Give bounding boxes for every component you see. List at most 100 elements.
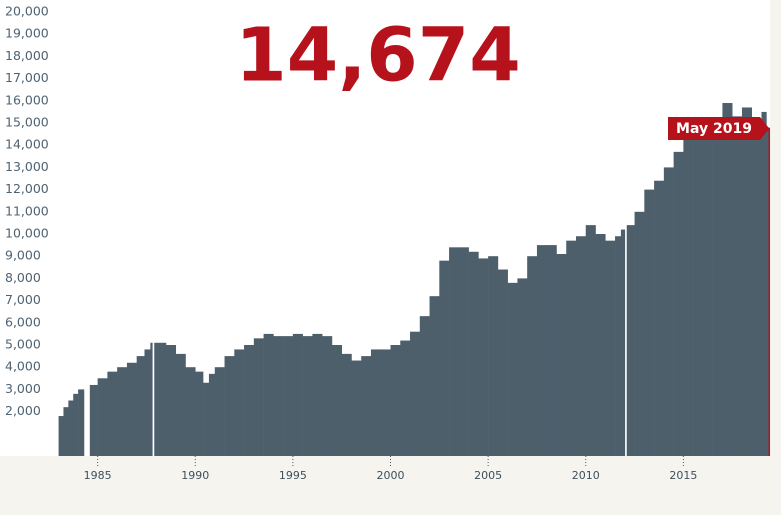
y-tick-label: 14,000 xyxy=(5,137,49,152)
y-tick-label: 4,000 xyxy=(5,359,41,374)
bar xyxy=(370,349,382,456)
bar xyxy=(507,282,518,456)
bar xyxy=(449,247,460,456)
bar xyxy=(89,384,98,456)
bar xyxy=(273,336,284,456)
bar xyxy=(126,362,137,456)
bar xyxy=(585,225,596,456)
bar xyxy=(244,345,255,456)
bar xyxy=(712,120,723,456)
bar xyxy=(626,225,635,456)
bar xyxy=(536,245,547,456)
bar xyxy=(419,316,430,456)
x-tick-label: 2000 xyxy=(377,469,405,482)
bar xyxy=(620,229,626,456)
bar xyxy=(429,296,440,456)
bar xyxy=(654,180,665,456)
bar xyxy=(517,278,528,456)
bar xyxy=(224,356,235,456)
y-tick-label: 19,000 xyxy=(5,26,49,41)
bar xyxy=(766,127,770,456)
bar xyxy=(302,336,313,456)
bar xyxy=(615,236,622,456)
bar xyxy=(566,240,577,456)
y-tick-label: 20,000 xyxy=(5,4,49,19)
tag-shape xyxy=(668,117,770,140)
bar xyxy=(722,103,733,457)
y-tick-label: 12,000 xyxy=(5,181,49,196)
ticks: 2,000 3,000 4,000 5,000 6,000 7,000 8,000 9,000… xyxy=(5,4,697,483)
bar xyxy=(154,342,167,456)
bar xyxy=(761,111,767,457)
current-tag: May 2019 xyxy=(668,117,771,456)
bar xyxy=(605,240,616,456)
y-tick-label: 17,000 xyxy=(5,70,49,85)
bar xyxy=(410,331,421,456)
bars xyxy=(58,103,770,457)
bar xyxy=(312,333,323,456)
bar xyxy=(203,382,210,456)
y-tick-label: 13,000 xyxy=(5,159,49,174)
bar xyxy=(68,400,74,456)
bar xyxy=(390,345,401,456)
bar xyxy=(208,373,216,456)
bar xyxy=(185,367,196,456)
bar xyxy=(380,349,391,456)
y-tick-label: 11,000 xyxy=(5,203,49,218)
bar xyxy=(702,123,713,456)
bar xyxy=(741,107,753,457)
bar xyxy=(214,367,225,456)
x-tick-label: 1990 xyxy=(181,469,209,482)
y-tick-label: 5,000 xyxy=(5,337,41,352)
bar xyxy=(144,349,151,456)
bar xyxy=(644,189,655,456)
bar xyxy=(195,371,204,456)
y-tick-label: 6,000 xyxy=(5,314,41,329)
bar xyxy=(107,371,118,456)
bar xyxy=(322,336,333,456)
bar xyxy=(331,345,342,456)
bar xyxy=(58,416,64,456)
bar xyxy=(693,127,704,456)
x-tick-label: 1985 xyxy=(84,469,112,482)
bar xyxy=(351,360,362,456)
x-tick-label: 2010 xyxy=(572,469,600,482)
bar xyxy=(283,336,294,456)
x-tick-label: 1995 xyxy=(279,469,307,482)
bar xyxy=(400,340,411,456)
bar xyxy=(253,338,264,456)
bar xyxy=(673,151,684,457)
bar xyxy=(556,253,567,456)
y-tick-label: 2,000 xyxy=(5,403,41,418)
bar xyxy=(150,342,153,456)
x-tick-label: 2015 xyxy=(669,469,697,482)
bar xyxy=(595,234,606,456)
headline: 14,674 xyxy=(235,13,521,99)
bar xyxy=(527,256,538,456)
bar xyxy=(546,245,557,456)
bar xyxy=(575,236,587,456)
bar xyxy=(458,247,469,456)
bar xyxy=(341,353,352,456)
bar xyxy=(136,356,145,456)
bar xyxy=(634,211,645,456)
bar xyxy=(117,367,128,456)
bar xyxy=(234,349,245,456)
y-tick-label: 10,000 xyxy=(5,226,49,241)
bar xyxy=(663,167,674,456)
bar xyxy=(263,333,274,456)
bar xyxy=(63,407,69,456)
bar xyxy=(175,353,186,456)
bar xyxy=(468,251,479,456)
y-tick-label: 9,000 xyxy=(5,248,41,263)
bar xyxy=(497,269,508,456)
y-tick-label: 7,000 xyxy=(5,292,41,307)
bar xyxy=(751,118,762,456)
current-label: May 2019 xyxy=(676,121,752,137)
y-tick-label: 18,000 xyxy=(5,48,49,63)
bar xyxy=(361,356,372,456)
bar xyxy=(683,138,694,457)
bar xyxy=(165,345,177,456)
